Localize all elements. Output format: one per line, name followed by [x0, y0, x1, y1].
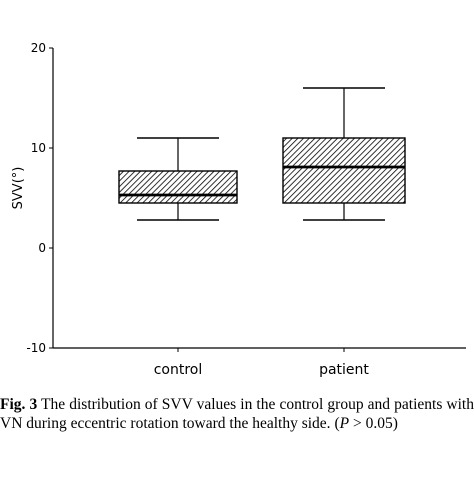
box-patient [282, 87, 406, 221]
stat-open: ( [334, 415, 340, 432]
y-tick-label: 20 [31, 41, 46, 55]
x-tick-label: patient [319, 362, 369, 378]
figure-caption: Fig. 3 The distribution of SVV values in… [0, 395, 474, 433]
y-axis-label: SVV(°) [11, 167, 26, 210]
box-plot: -10 0 10 20 SVV(°) control patient [11, 41, 466, 378]
caption-statistic: (P > 0.05) [334, 415, 397, 432]
stat-rest: > 0.05) [349, 415, 398, 432]
x-tick-label: control [154, 362, 203, 378]
stat-variable: P [339, 415, 350, 432]
iqr-box [282, 137, 406, 204]
y-tick-label: 10 [31, 141, 46, 155]
caption-text: The distribution of SVV values in the co… [0, 396, 474, 432]
y-tick-label: 0 [38, 241, 46, 255]
iqr-box [118, 170, 238, 204]
box-control [118, 137, 238, 221]
y-tick-label: -10 [26, 341, 46, 355]
caption-label: Fig. 3 [0, 396, 38, 413]
